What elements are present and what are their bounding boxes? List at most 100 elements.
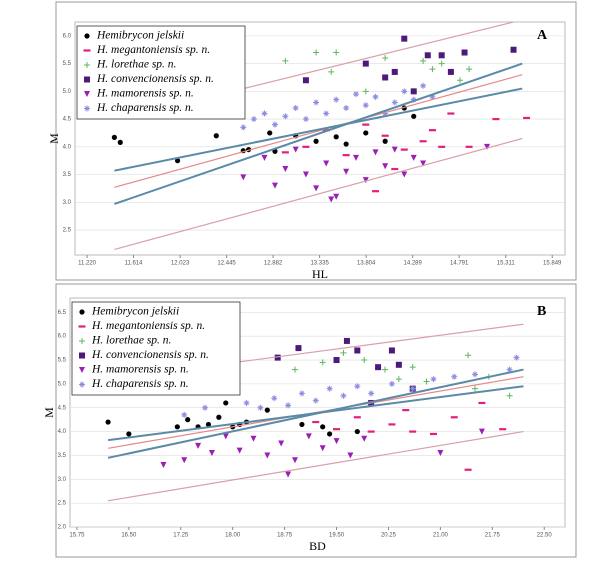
point bbox=[429, 66, 436, 73]
point bbox=[257, 404, 264, 411]
x-tick-label: 21.00 bbox=[433, 533, 449, 539]
reference-line bbox=[232, 22, 514, 92]
point bbox=[391, 99, 398, 106]
point bbox=[302, 77, 309, 84]
x-axis-label: BD bbox=[309, 539, 326, 553]
y-tick-label: 2.5 bbox=[63, 228, 72, 234]
x-tick-label: 15.75 bbox=[69, 533, 85, 539]
y-tick-label: 6.0 bbox=[58, 334, 67, 340]
point bbox=[478, 428, 485, 435]
point bbox=[343, 168, 350, 175]
point bbox=[375, 364, 382, 371]
point bbox=[361, 435, 368, 442]
point bbox=[84, 62, 90, 68]
legend-label: H. convencionensis sp. n. bbox=[96, 73, 214, 85]
point bbox=[105, 419, 111, 425]
point bbox=[411, 113, 417, 119]
point bbox=[343, 141, 349, 147]
x-tick-label: 18.75 bbox=[277, 533, 293, 539]
legend-box bbox=[76, 25, 246, 120]
y-tick-label: 3.5 bbox=[63, 172, 72, 178]
point bbox=[410, 154, 417, 161]
point bbox=[185, 417, 191, 423]
point bbox=[391, 68, 398, 75]
point bbox=[213, 133, 219, 139]
point bbox=[352, 154, 359, 161]
point bbox=[340, 392, 347, 399]
point bbox=[333, 96, 340, 103]
y-tick-label: 6.0 bbox=[63, 33, 72, 39]
point bbox=[298, 390, 305, 397]
point bbox=[313, 138, 319, 144]
point bbox=[79, 352, 85, 359]
legend-label: H. chaparensis sp. n. bbox=[91, 378, 189, 390]
point bbox=[333, 134, 339, 140]
point bbox=[372, 149, 379, 156]
y-tick-label: 5.0 bbox=[58, 381, 67, 387]
point bbox=[181, 457, 188, 464]
point bbox=[274, 354, 281, 361]
point bbox=[84, 76, 90, 83]
point bbox=[354, 428, 360, 435]
legend-label: H. megantoniensis sp. n. bbox=[91, 320, 205, 332]
point bbox=[420, 57, 427, 64]
point bbox=[313, 99, 320, 106]
point bbox=[319, 359, 326, 366]
y-tick-label: 3.5 bbox=[58, 453, 67, 459]
point bbox=[292, 104, 299, 111]
panel-frame bbox=[55, 283, 577, 558]
point bbox=[382, 74, 389, 81]
x-tick-label: 20.25 bbox=[381, 533, 397, 539]
point bbox=[343, 337, 350, 344]
point bbox=[362, 60, 369, 67]
point bbox=[305, 433, 312, 440]
point bbox=[506, 366, 513, 373]
point bbox=[250, 116, 257, 123]
point bbox=[368, 390, 375, 397]
point bbox=[117, 139, 123, 145]
reference-line bbox=[107, 385, 524, 442]
x-tick-label: 13.804 bbox=[357, 261, 376, 267]
y-tick-label: 4.5 bbox=[58, 405, 67, 411]
point bbox=[438, 52, 445, 59]
point bbox=[409, 385, 416, 392]
point bbox=[295, 345, 302, 352]
point bbox=[382, 366, 388, 373]
point bbox=[513, 354, 520, 361]
point bbox=[388, 347, 395, 354]
point bbox=[208, 450, 215, 457]
x-tick-label: 15.849 bbox=[543, 261, 562, 267]
point bbox=[292, 457, 298, 464]
legend-label: H. mamorensis sp. n. bbox=[96, 88, 194, 100]
point bbox=[438, 60, 445, 67]
point bbox=[240, 174, 247, 181]
y-tick-label: 5.5 bbox=[58, 358, 67, 364]
point bbox=[391, 146, 398, 153]
point bbox=[333, 357, 340, 364]
y-tick-label: 3.0 bbox=[58, 477, 67, 483]
point bbox=[472, 385, 478, 392]
y-tick-label: 2.5 bbox=[58, 501, 67, 507]
point bbox=[264, 407, 270, 413]
legend-label: H. convencionensis sp. n. bbox=[91, 349, 209, 361]
plot-layer bbox=[111, 22, 531, 251]
point bbox=[236, 447, 243, 454]
reference-line bbox=[114, 137, 523, 251]
x-tick-label: 14.791 bbox=[450, 261, 469, 267]
point bbox=[423, 378, 430, 385]
point bbox=[84, 105, 90, 112]
point bbox=[420, 82, 427, 89]
point bbox=[362, 88, 369, 95]
x-tick-label: 11.220 bbox=[78, 261, 97, 267]
reference-line bbox=[114, 62, 523, 205]
x-tick-label: 12.445 bbox=[217, 261, 236, 267]
point bbox=[333, 193, 340, 200]
point bbox=[327, 431, 333, 437]
point bbox=[347, 452, 354, 459]
point bbox=[111, 134, 117, 140]
point bbox=[401, 88, 408, 95]
y-tick-label: 6.5 bbox=[58, 310, 67, 316]
x-tick-label: 12.023 bbox=[171, 261, 190, 267]
point bbox=[271, 395, 278, 402]
point bbox=[333, 49, 340, 56]
